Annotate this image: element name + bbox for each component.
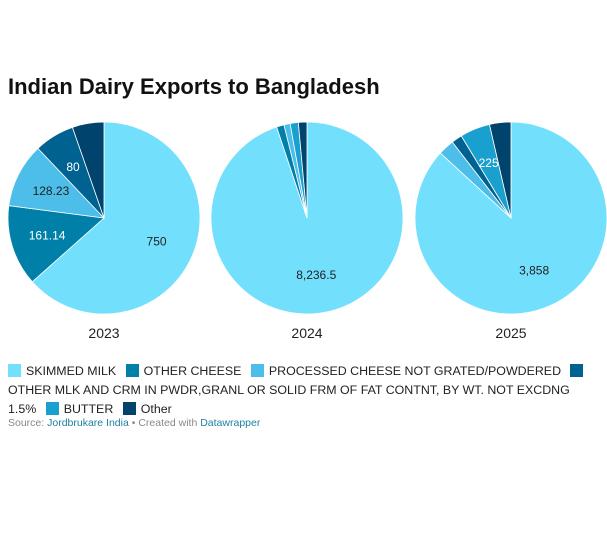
pie-charts: 750 161.14 128.23 80 2023 8,236.5 2024 3,858 225… xyxy=(7,121,607,341)
legend-label: OTHER CHEESE xyxy=(143,364,242,378)
legend: SKIMMED MILK OTHER CHEESE PROCESSED CHEE… xyxy=(8,362,606,419)
pie-slice xyxy=(7,205,105,283)
legend-swatch xyxy=(250,364,264,377)
legend-item: SKIMMED MILK xyxy=(8,364,116,378)
legend-swatch xyxy=(45,402,59,415)
pie-slice xyxy=(297,121,308,219)
source-line: Source: Jordbrukare India • Created with… xyxy=(8,417,260,429)
legend-label: SKIMMED MILK xyxy=(26,364,117,378)
pie-slice xyxy=(488,121,512,219)
pie-year-label: 2024 xyxy=(291,325,322,341)
legend-item: OTHER MLK AND CRM IN PWDR,GRANL OR SOLID… xyxy=(8,364,588,416)
source-link[interactable]: Jordbrukare India xyxy=(47,417,129,429)
data-label: 128.23 xyxy=(33,184,70,198)
chart-title: Indian Dairy Exports to Bangladesh xyxy=(8,74,380,99)
data-label: 225 xyxy=(479,156,499,170)
legend-item: BUTTER xyxy=(45,402,114,416)
legend-swatch xyxy=(8,364,21,377)
pie-year-label: 2023 xyxy=(88,325,119,341)
legend-item: Other xyxy=(122,402,172,416)
legend-label: PROCESSED CHEESE NOT GRATED/POWDERED xyxy=(268,364,562,378)
data-label: 750 xyxy=(147,235,167,249)
datawrapper-link[interactable]: Datawrapper xyxy=(200,417,261,429)
legend-swatch xyxy=(570,364,584,377)
source-label: Source: xyxy=(8,417,45,429)
data-label: 161.14 xyxy=(29,229,66,243)
legend-item: PROCESSED CHEESE NOT GRATED/POWDERED xyxy=(250,364,562,378)
data-label: 3,858 xyxy=(519,264,549,278)
legend-label: OTHER MLK AND CRM IN PWDR,GRANL OR SOLID… xyxy=(8,383,570,416)
data-label: 80 xyxy=(66,160,80,174)
pie-slice xyxy=(31,121,201,315)
legend-swatch xyxy=(122,402,136,415)
data-label: 8,236.5 xyxy=(296,268,336,282)
legend-item: OTHER CHEESE xyxy=(125,364,242,378)
pie-slice xyxy=(71,121,105,219)
created-with-label: • Created with xyxy=(131,417,198,429)
legend-swatch xyxy=(125,364,139,377)
pie-year-label: 2025 xyxy=(495,325,526,341)
pie-slice xyxy=(414,121,607,315)
legend-label: BUTTER xyxy=(63,402,114,416)
pie-slice xyxy=(8,147,106,219)
legend-label: Other xyxy=(140,402,172,416)
